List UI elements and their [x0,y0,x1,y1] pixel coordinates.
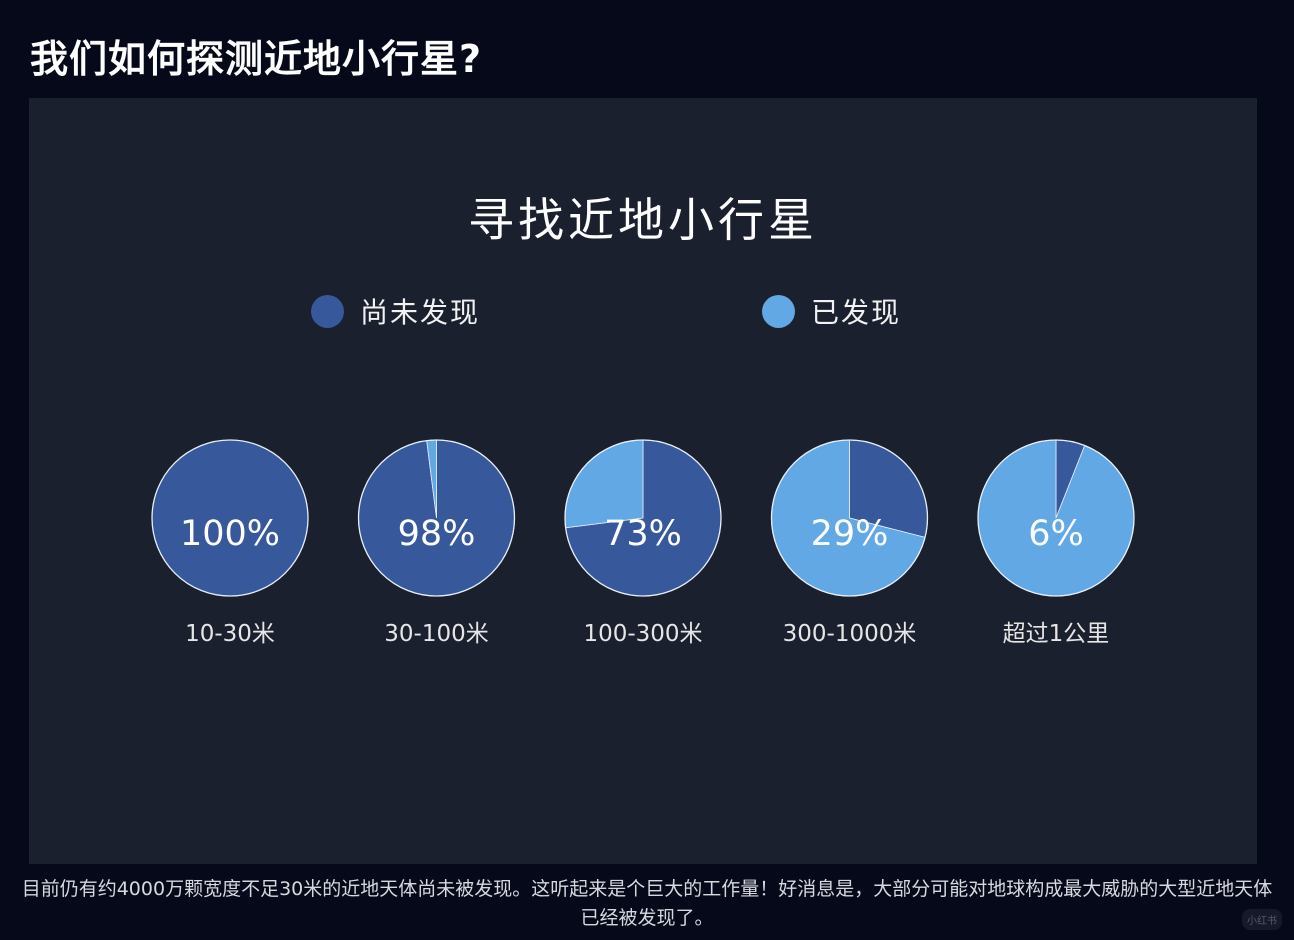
pie-category-label: 300-1000米 [783,621,917,647]
pie-percent-label: 29% [811,514,889,554]
pie-4: 29% 300-1000米 [770,439,929,647]
pie-5: 6% 超过1公里 [977,439,1135,647]
legend-item-discovered: 已发现 [762,291,901,331]
pie-percent-label: 6% [1028,514,1084,554]
legend-swatch-discovered [762,294,795,328]
pie-outline [770,439,929,597]
legend-item-undiscovered: 尚未发现 [311,291,480,331]
chart-panel: 寻找近地小行星 尚未发现 已发现 100% 10-30米 98% 30-100米 73%… [29,98,1257,864]
pie-charts: 100% 10-30米 98% 30-100米 73% 100-300米 29% 300-10… [151,439,1135,647]
pie-percent-label: 100% [180,514,280,554]
pie-outline [977,439,1135,597]
page-title: 我们如何探测近地小行星? [30,37,483,81]
pie-outline [564,439,722,597]
pie-percent-label: 98% [398,514,476,554]
watermark-logo: 小红书 [1242,909,1282,930]
pie-3: 73% 100-300米 [564,439,722,647]
legend-swatch-undiscovered [311,294,344,328]
chart-title: 寻找近地小行星 [468,193,818,247]
pie-outline [357,439,516,597]
pie-outline [151,439,309,597]
pie-2: 98% 30-100米 [357,439,516,647]
legend-label-discovered: 已发现 [811,296,902,329]
pie-1: 100% 10-30米 [151,439,309,647]
pie-category-label: 30-100米 [384,621,488,647]
pie-percent-label: 73% [604,514,682,554]
slice-undiscovered [152,440,308,596]
pie-category-label: 10-30米 [185,621,275,647]
pie-category-label: 100-300米 [583,621,702,647]
legend-label-undiscovered: 尚未发现 [360,296,481,329]
caption-text: 目前仍有约4000万颗宽度不足30米的近地天体尚未被发现。这听起来是个巨大的工作… [21,878,1273,929]
pie-category-label: 超过1公里 [1003,621,1110,647]
